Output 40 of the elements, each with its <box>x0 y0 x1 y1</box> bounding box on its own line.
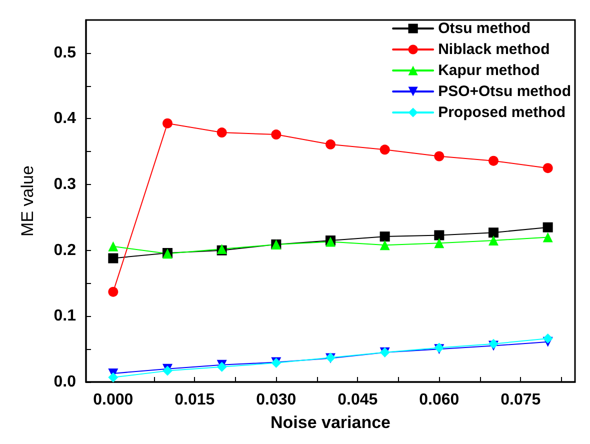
point <box>488 156 498 166</box>
y-tick-label: 0.4 <box>54 110 76 128</box>
x-tick-label: 0.060 <box>419 392 460 408</box>
legend-label: Otsu method <box>438 20 531 37</box>
y-axis-title: ME value <box>18 166 37 236</box>
y-tick-label: 0.2 <box>54 242 76 259</box>
point <box>108 253 118 264</box>
point <box>162 118 172 128</box>
x-tick-label: 0.000 <box>93 392 134 408</box>
y-tick-label: 0.5 <box>54 44 76 62</box>
y-tick-label: 0.0 <box>54 374 76 390</box>
point <box>542 163 553 174</box>
point <box>380 232 390 242</box>
point <box>542 222 553 232</box>
x-tick-label: 0.030 <box>256 392 296 408</box>
point <box>380 144 390 155</box>
point <box>108 286 118 297</box>
point <box>434 151 444 162</box>
legend-label: Proposed method <box>438 104 566 121</box>
x-tick-label: 0.015 <box>174 392 215 408</box>
point <box>326 139 336 150</box>
point <box>542 334 553 344</box>
point <box>216 128 227 138</box>
point <box>380 240 390 250</box>
y-tick-label: 0.3 <box>54 176 76 194</box>
point <box>434 230 444 240</box>
x-tick-label: 0.045 <box>338 392 378 408</box>
legend-label: Kapur method <box>438 62 540 79</box>
x-tick-label: 0.075 <box>500 392 541 408</box>
point <box>542 232 553 242</box>
point <box>488 228 498 238</box>
point <box>271 130 282 140</box>
point <box>434 238 444 248</box>
legend-label: PSO+Otsu method <box>438 83 572 100</box>
legend-label: Niblack method <box>438 41 550 58</box>
point <box>488 235 498 246</box>
y-tick-label: 0.1 <box>54 308 76 325</box>
point <box>108 241 118 252</box>
point <box>108 372 118 382</box>
x-axis-title: Noise variance <box>270 413 391 432</box>
